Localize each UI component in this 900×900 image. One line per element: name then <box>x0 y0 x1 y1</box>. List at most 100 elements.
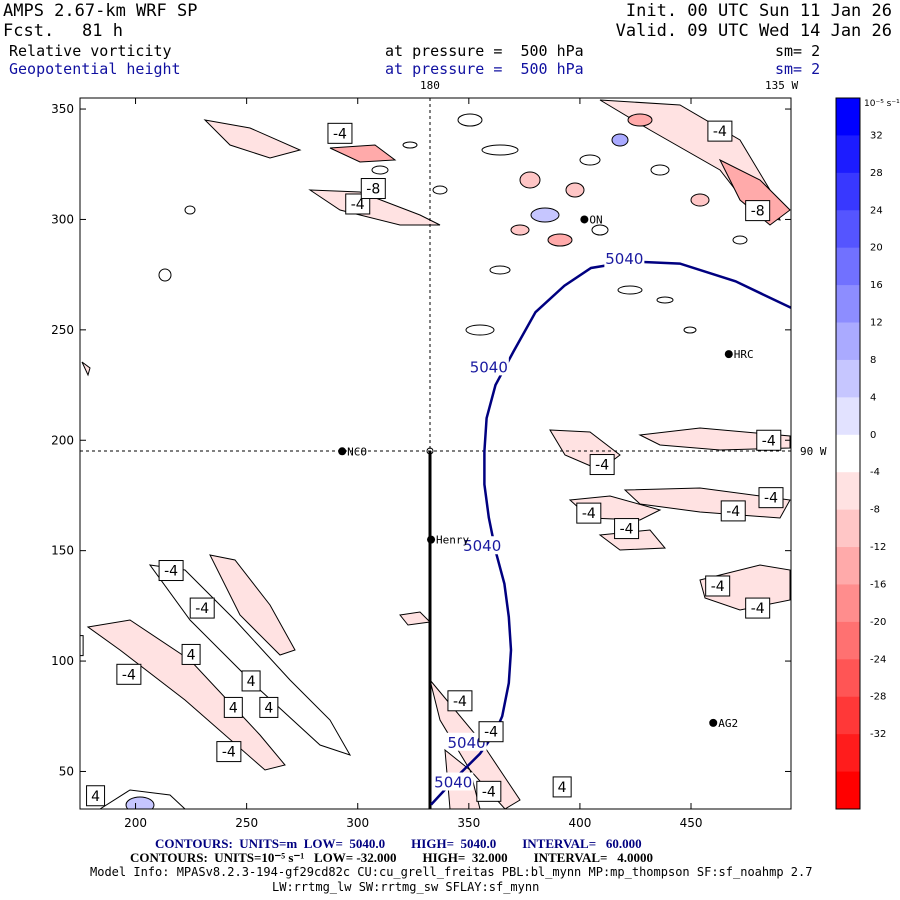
vorticity-label-box <box>181 643 201 665</box>
forecast-hours: 81 h <box>82 21 123 41</box>
vorticity-label: -4 <box>64 639 78 655</box>
station-label: AG2 <box>718 717 738 730</box>
vorticity-label-box <box>707 120 733 142</box>
vorticity-label-box <box>552 776 572 798</box>
height-contour-info: CONTOURS: UNITS=m LOW= 5040.0 HIGH= 5040… <box>155 836 642 851</box>
vorticity-label: 4 <box>91 789 100 805</box>
height-contour-label: 5040 <box>434 774 472 792</box>
colorbar-tick-label: 32 <box>870 130 883 141</box>
station-marker <box>580 215 589 224</box>
field1-pressure: at pressure = 500 hPa <box>385 42 584 60</box>
colorbar-frame <box>835 97 861 810</box>
y-tick-label: 350 <box>51 102 74 116</box>
colorbar-swatch <box>836 621 860 660</box>
y-tick-label: 150 <box>51 544 74 558</box>
colorbar-tick-label: 4 <box>870 392 876 403</box>
vorticity-label: 4 <box>187 647 196 663</box>
station-label: HRC <box>734 348 754 361</box>
height-contour-label: 5040 <box>448 734 486 752</box>
vorticity-label-box <box>360 178 386 200</box>
vorticity-label-box <box>576 502 602 524</box>
vorticity-label-box <box>745 597 771 619</box>
vorticity-label: 4 <box>558 780 567 796</box>
vorticity-label: -4 <box>351 197 365 213</box>
station-label: ON <box>589 213 602 226</box>
vorticity-label-box <box>756 429 782 451</box>
height-contour-label: 5040 <box>605 250 643 268</box>
colorbar-tick-label: 16 <box>870 280 883 291</box>
vorticity-label: 4 <box>247 674 256 690</box>
vorticity-label-box <box>476 780 502 802</box>
model-info: Model Info: MPASv8.2.3-194-gf29cd82c CU:… <box>90 865 813 879</box>
colorbar-swatch <box>836 285 860 324</box>
vorticity-label: -4 <box>453 694 467 710</box>
y-tick-label: 50 <box>59 764 74 778</box>
vorticity-label: -4 <box>484 725 498 741</box>
vorticity-label-box <box>241 670 261 692</box>
height-contour-label-bg <box>604 249 645 268</box>
meridian-90w-label: 90 W <box>800 445 827 458</box>
colorbar-tick-label: -20 <box>870 617 886 628</box>
vorticity-label-box <box>478 721 504 743</box>
x-tick-label: 200 <box>124 816 147 830</box>
colorbar-swatch <box>836 584 860 623</box>
vorticity-label-box <box>327 122 353 144</box>
colorbar-tick-label: 20 <box>870 243 883 254</box>
vorticity-label: -4 <box>711 579 725 595</box>
vorticity-label-box <box>189 597 215 619</box>
y-tick-label: 200 <box>51 433 74 447</box>
colorbar-tick-label: 28 <box>870 168 883 179</box>
height-contour-label-bg <box>462 536 503 555</box>
colorbar-swatch <box>836 696 860 735</box>
station-marker <box>427 535 436 544</box>
vorticity-label-box <box>80 635 84 657</box>
field1-name: Relative vorticity <box>9 42 172 60</box>
vorticity-label: -4 <box>222 745 236 761</box>
colorbar-tick-label: -12 <box>870 542 886 553</box>
vorticity-contour-info: CONTOURS: UNITS=10⁻⁵ s⁻¹ LOW= -32.000 HI… <box>130 850 653 865</box>
height-contour-label-bg <box>433 772 474 791</box>
colorbar-swatch <box>836 509 860 548</box>
colorbar-swatch <box>836 434 860 473</box>
field2-smoothing: sm= 2 <box>775 60 821 78</box>
colorbar-tick-label: -8 <box>870 505 880 516</box>
colorbar-swatch <box>836 210 860 249</box>
valid-time: Valid. 09 UTC Wed 14 Jan 26 <box>615 21 892 41</box>
colorbar-swatch <box>836 397 860 436</box>
colorbar-swatch <box>836 135 860 174</box>
vorticity-label-box <box>614 518 640 540</box>
colorbar-unit: 10⁻⁵ s⁻¹ <box>864 99 900 109</box>
vorticity-label: -4 <box>482 784 496 800</box>
colorbar-tick-label: 12 <box>870 318 883 329</box>
vorticity-label: -4 <box>195 601 209 617</box>
vorticity-label-box <box>216 741 242 763</box>
x-tick-label: 350 <box>457 816 480 830</box>
vorticity-label: -4 <box>595 458 609 474</box>
vorticity-label-box <box>589 454 615 476</box>
field2-name: Geopotential height <box>9 60 181 78</box>
colorbar-swatch <box>836 322 860 361</box>
field1-smoothing: sm= 2 <box>775 42 821 60</box>
model-info-physics: LW:rrtmg_lw SW:rrtmg_sw SFLAY:sf_mynn <box>272 880 540 894</box>
colorbar-tick-label: 8 <box>870 355 876 366</box>
colorbar-tick-label: -16 <box>870 579 886 590</box>
colorbar-swatch <box>836 98 860 136</box>
x-tick-label: 450 <box>680 816 703 830</box>
vorticity-label-box <box>223 696 243 718</box>
colorbar-tick-label: -28 <box>870 692 886 703</box>
height-contour-label: 5040 <box>470 358 508 376</box>
vorticity-label: -4 <box>726 504 740 520</box>
vorticity-label-box <box>745 200 771 222</box>
vorticity-label-box <box>758 487 784 509</box>
colorbar-tick-label: -4 <box>870 467 880 478</box>
vorticity-label: -4 <box>764 491 778 507</box>
x-tick-label: 400 <box>568 816 591 830</box>
station-marker <box>724 350 733 359</box>
x-tick-label: 250 <box>235 816 258 830</box>
y-tick-label: 300 <box>51 212 74 226</box>
meridian-135w-label: 135 W <box>765 79 799 92</box>
station-label: Henry <box>436 534 469 547</box>
colorbar-swatch <box>836 659 860 698</box>
colorbar-tick-label: 0 <box>870 430 876 441</box>
